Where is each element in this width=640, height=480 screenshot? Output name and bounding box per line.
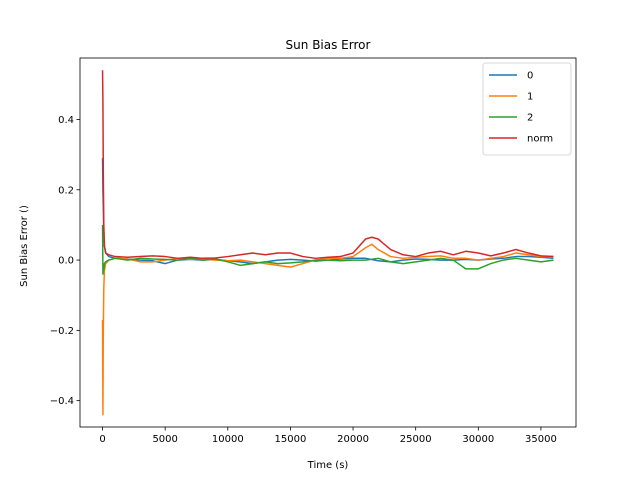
y-axis-label: Sun Bias Error () (19, 205, 30, 287)
x-tick-label: 30000 (462, 434, 494, 445)
x-tick-label: 5000 (152, 434, 177, 445)
y-tick-label: 0.2 (58, 185, 74, 196)
x-axis-label: Time (s) (307, 460, 349, 471)
x-tick-label: 20000 (337, 434, 369, 445)
legend-box (482, 62, 572, 156)
plot-frame (79, 57, 577, 428)
y-tick-label: 0.0 (58, 256, 74, 267)
x-tick-label: 10000 (212, 434, 244, 445)
series-line-2 (101, 224, 554, 275)
legend-label-1: 1 (527, 92, 533, 103)
x-axis: 0 5000 10000 15000 20000 25000 30000 35000 (99, 427, 557, 445)
chart-title: Sun Bias Error (286, 38, 371, 52)
y-axis: −0.4 −0.2 0.0 0.2 0.4 (50, 115, 80, 407)
series-line-norm (101, 70, 554, 260)
y-tick-label: 0.4 (58, 115, 74, 126)
plot-area (79, 57, 577, 428)
x-tick-label: 25000 (400, 434, 432, 445)
y-tick-label: −0.2 (50, 326, 74, 337)
legend-label-norm: norm (527, 134, 553, 145)
x-tick-label: 0 (99, 434, 105, 445)
y-tick-label: −0.4 (50, 396, 74, 407)
x-tick-label: 15000 (275, 434, 307, 445)
x-tick-label: 35000 (525, 434, 557, 445)
legend: 0 1 2 norm (482, 62, 572, 156)
legend-label-2: 2 (527, 113, 533, 124)
legend-label-0: 0 (527, 71, 533, 82)
